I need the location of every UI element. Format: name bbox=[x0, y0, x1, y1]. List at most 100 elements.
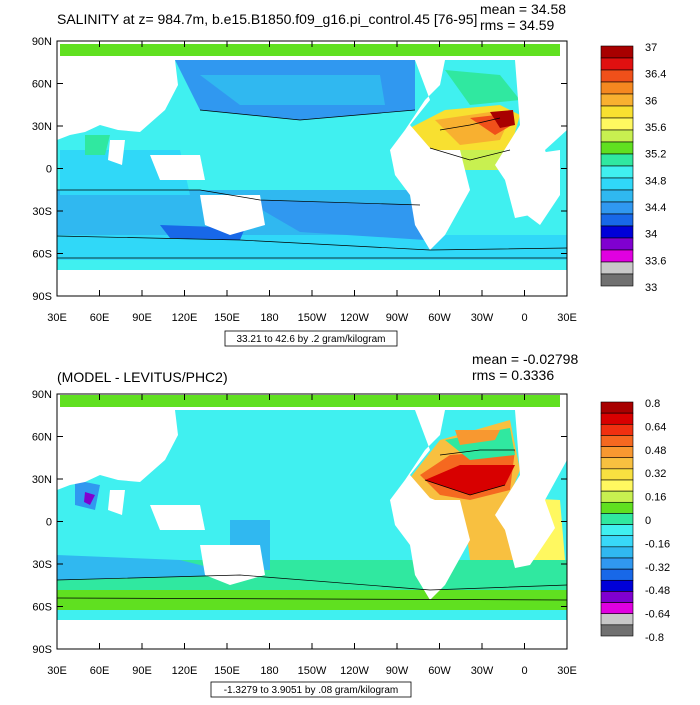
panel-2-map bbox=[56, 393, 568, 650]
panel-1-colorbar-box bbox=[600, 81, 634, 95]
panel-1-colorbar-box bbox=[600, 201, 634, 215]
panel-1-lat-axis: 90N 60N 30N 0 30S 60S 90S bbox=[32, 36, 567, 303]
panel-2-colorbar-label: 0.48 bbox=[645, 445, 666, 457]
panel-2-colorbar-label: 0.8 bbox=[645, 398, 660, 410]
panel-2-colorbar-label: -0.64 bbox=[645, 609, 670, 621]
panel-1-lon-tick-label: 150W bbox=[298, 312, 327, 324]
panel-2-colorbar-label: -0.32 bbox=[645, 562, 670, 574]
panel-2-colorbar-label: 0 bbox=[645, 515, 651, 527]
panel-1-lon-axis: 30E 60E 90E 120E 150E 180 150W 120W 90W 60W 30W 0 30… bbox=[47, 41, 577, 324]
panel-1-colorbar-box bbox=[600, 129, 634, 143]
panel-2-colorbar: 0.8 0.64 0.48 0.32 0.16 0 -0.16 -0.32 -0.48 -0.64… bbox=[600, 398, 670, 644]
panel-1-colorbar-box bbox=[600, 141, 634, 155]
panel-2-lat-tick-label: 90N bbox=[32, 389, 52, 401]
panel-1-lon-tick-label: 30W bbox=[471, 312, 494, 324]
panel-2-colorbar-box bbox=[600, 535, 634, 548]
panel-1-lat-tick-label: 60S bbox=[32, 249, 52, 261]
panel-2-lon-axis: 30E 60E 90E 120E 150E 180 150W 120W 90W 60W 30W 0 30… bbox=[47, 394, 577, 677]
panel-1-colorbar-box bbox=[600, 261, 634, 275]
panel-1-lon-tick-label: 120W bbox=[340, 312, 369, 324]
panel-2-colorbar-box bbox=[600, 446, 634, 459]
panel-2-colorbar-label: -0.16 bbox=[645, 538, 670, 550]
panel-1-colorbar-box bbox=[600, 249, 634, 263]
panel-1-colorbar: 37 36.4 36 35.6 35.2 34.8 34.4 34 33.6 33 bbox=[600, 42, 666, 294]
panel-difference: (MODEL - LEVITUS/PHC2) mean = -0.02798 r… bbox=[32, 351, 670, 698]
panel-2-colorbar-box bbox=[600, 602, 634, 615]
panel-2-colorbar-label: -0.48 bbox=[645, 585, 670, 597]
panel-2-colorbar-box bbox=[600, 557, 634, 570]
panel-1-colorbar-label: 35.6 bbox=[645, 122, 666, 134]
panel-1-colorbar-box bbox=[600, 93, 634, 107]
panel-2-colorbar-box bbox=[600, 501, 634, 514]
panel-1-lon-tick-label: 180 bbox=[260, 312, 278, 324]
panel-2-colorbar-box bbox=[600, 624, 634, 637]
panel-2-colorbar-box bbox=[600, 513, 634, 525]
panel-1-colorbar-box bbox=[600, 225, 634, 239]
panel-1-range-label: 33.21 to 42.6 by .2 gram/kilogram bbox=[237, 334, 386, 345]
panel-2-range-label: -1.3279 to 3.9051 by .08 gram/kilogram bbox=[224, 685, 399, 696]
panel-1-colorbar-label: 36 bbox=[645, 95, 657, 107]
panel-1-colorbar-label: 36.4 bbox=[645, 69, 666, 81]
panel-1-title: SALINITY at z= 984.7m, b.e15.B1850.f09_g… bbox=[57, 11, 477, 27]
panel-2-colorbar-box bbox=[600, 546, 634, 559]
panel-1-colorbar-box bbox=[600, 69, 634, 83]
panel-1-colorbar-box bbox=[600, 177, 634, 191]
panel-1-colorbar-box bbox=[600, 105, 634, 119]
panel-2-colorbar-box bbox=[600, 423, 634, 436]
panel-2-lon-tick-label: 180 bbox=[260, 665, 278, 677]
panel-1-rms: rms = 34.59 bbox=[480, 17, 555, 33]
panel-1-colorbar-label: 34.4 bbox=[645, 202, 666, 214]
panel-2-colorbar-box bbox=[600, 591, 634, 603]
panel-2-colorbar-box bbox=[600, 412, 634, 425]
panel-1-lon-tick-label: 90E bbox=[132, 312, 152, 324]
panel-2-colorbar-box bbox=[600, 613, 634, 626]
panel-2-mean: mean = -0.02798 bbox=[472, 351, 578, 367]
panel-2-lon-tick-label: 120E bbox=[172, 665, 198, 677]
panel-2-colorbar-box bbox=[600, 468, 634, 481]
panel-2-lon-tick-label: 30E bbox=[557, 665, 577, 677]
panel-1-lon-tick-label: 30E bbox=[47, 312, 67, 324]
panel-1-colorbar-label: 34 bbox=[645, 229, 657, 241]
panel-2-colorbar-label: 0.16 bbox=[645, 492, 666, 504]
panel-2-lat-tick-label: 90S bbox=[32, 644, 52, 656]
panel-2-rms: rms = 0.3336 bbox=[472, 367, 554, 383]
panel-1-colorbar-box bbox=[600, 273, 634, 287]
panel-1-colorbar-box bbox=[600, 213, 634, 227]
panel-1-colorbar-box bbox=[600, 117, 634, 131]
panel-2-lon-tick-label: 90E bbox=[132, 665, 152, 677]
panel-1-lat-tick-label: 0 bbox=[46, 164, 52, 176]
panel-2-lat-tick-label: 60S bbox=[32, 602, 52, 614]
panel-2-colorbar-box bbox=[600, 401, 634, 414]
panel-2-colorbar-box bbox=[600, 579, 634, 592]
panel-2-lon-tick-label: 150W bbox=[298, 665, 327, 677]
panel-1-lat-tick-label: 30S bbox=[32, 206, 52, 218]
panel-2-lon-tick-label: 60W bbox=[428, 665, 451, 677]
panel-1-lat-tick-label: 30N bbox=[32, 121, 52, 133]
panel-2-colorbar-box bbox=[600, 435, 634, 447]
panel-1-lon-tick-label: 60W bbox=[428, 312, 451, 324]
panel-2-lat-tick-label: 30N bbox=[32, 474, 52, 486]
panel-1-colorbar-label: 35.2 bbox=[645, 149, 666, 161]
panel-1-lat-tick-label: 90S bbox=[32, 291, 52, 303]
panel-2-title: (MODEL - LEVITUS/PHC2) bbox=[57, 369, 228, 385]
panel-1-colorbar-box bbox=[600, 189, 634, 203]
panel-2-lon-tick-label: 30E bbox=[47, 665, 67, 677]
panel-2-lon-tick-label: 60E bbox=[90, 665, 110, 677]
panel-1-lat-tick-label: 60N bbox=[32, 79, 52, 91]
panel-2-lon-tick-label: 90W bbox=[386, 665, 409, 677]
panel-2-colorbar-label: 0.32 bbox=[645, 468, 666, 480]
panel-1-lon-tick-label: 90W bbox=[386, 312, 409, 324]
panel-2-lon-tick-label: 120W bbox=[340, 665, 369, 677]
panel-2-lat-tick-label: 0 bbox=[46, 517, 52, 529]
panel-1-colorbar-box bbox=[600, 153, 634, 167]
panel-1-colorbar-label: 33 bbox=[645, 282, 657, 294]
panel-2-colorbar-box bbox=[600, 457, 634, 470]
panel-1-colorbar-box bbox=[600, 237, 634, 251]
panel-1-colorbar-label: 34.8 bbox=[645, 175, 666, 187]
panel-2-colorbar-label: 0.64 bbox=[645, 421, 666, 433]
panel-1-colorbar-box bbox=[600, 45, 634, 59]
panel-2-lon-tick-label: 0 bbox=[521, 665, 527, 677]
panel-2-colorbar-box bbox=[600, 524, 634, 537]
